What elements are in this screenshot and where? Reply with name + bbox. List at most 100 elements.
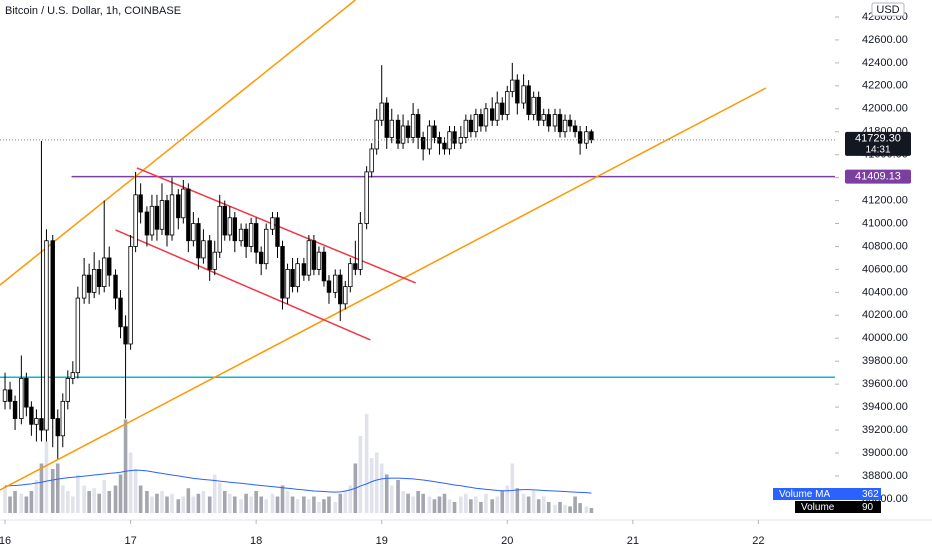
currency-box[interactable] bbox=[871, 2, 905, 17]
volume-bar bbox=[302, 496, 306, 513]
volume-bar bbox=[447, 499, 452, 513]
candle-body bbox=[427, 125, 432, 150]
volume-bar bbox=[107, 491, 112, 513]
volume-bar bbox=[338, 493, 343, 513]
candle-body bbox=[169, 194, 175, 236]
countdown: 14:31 bbox=[865, 144, 890, 155]
candle-body bbox=[107, 257, 112, 276]
volume-bar bbox=[227, 493, 232, 513]
candle-body bbox=[65, 378, 71, 402]
candle-body bbox=[290, 269, 295, 288]
volume-bar bbox=[510, 463, 515, 513]
currency: USD bbox=[876, 4, 899, 16]
volume-bar bbox=[186, 488, 191, 513]
volume-bar bbox=[60, 485, 65, 513]
y-tick-label: 40200.00 bbox=[862, 309, 908, 321]
volume-bar bbox=[155, 493, 159, 513]
volume-bar bbox=[3, 485, 7, 513]
candle-body bbox=[405, 125, 411, 138]
candle-body bbox=[557, 114, 563, 133]
volume-bar bbox=[348, 485, 353, 513]
candle-body bbox=[515, 79, 520, 104]
candle-body bbox=[159, 200, 165, 230]
volume-bar bbox=[280, 485, 285, 513]
candle-body bbox=[473, 114, 479, 133]
candle-body bbox=[55, 418, 60, 437]
candle-body bbox=[29, 406, 34, 425]
volume-bar bbox=[133, 469, 138, 513]
level-label-box bbox=[845, 169, 911, 184]
volume-bar bbox=[479, 502, 483, 513]
candle-body bbox=[149, 205, 155, 236]
candle-body bbox=[201, 240, 206, 259]
volume-bar bbox=[264, 499, 268, 513]
plot-area bbox=[0, 0, 835, 513]
volume-value: 90 bbox=[862, 502, 874, 513]
candle-body bbox=[410, 114, 416, 138]
y-tick-label: 39000.00 bbox=[862, 447, 908, 459]
volume-bar bbox=[396, 480, 400, 513]
candle-body bbox=[567, 119, 573, 127]
x-tick-label: 22 bbox=[752, 535, 764, 547]
volume-bar bbox=[150, 496, 154, 513]
candle-body bbox=[562, 119, 568, 133]
candle-body bbox=[483, 108, 489, 127]
volume-bar bbox=[526, 496, 531, 513]
candle-body bbox=[510, 79, 515, 92]
candle-body bbox=[338, 274, 343, 305]
candle-body bbox=[164, 200, 170, 236]
volume-bar bbox=[176, 499, 181, 513]
volume-bar bbox=[201, 491, 206, 513]
volume-bar bbox=[558, 502, 562, 513]
volume-bar bbox=[217, 482, 222, 513]
candle-body bbox=[7, 389, 13, 402]
volume-bar bbox=[416, 491, 420, 513]
candle-body bbox=[113, 274, 118, 299]
candle-body bbox=[343, 286, 348, 305]
volume-bar bbox=[8, 496, 12, 513]
candle-body bbox=[589, 131, 594, 141]
volume-bar bbox=[290, 496, 295, 513]
candle-body bbox=[144, 211, 150, 236]
volume-bar bbox=[118, 474, 123, 513]
candle-body bbox=[263, 228, 269, 265]
candle-body bbox=[333, 274, 338, 293]
volume-bar bbox=[379, 463, 384, 513]
y-tick-label: 39400.00 bbox=[862, 401, 908, 413]
y-tick-label: 39600.00 bbox=[862, 378, 908, 390]
volume-bar bbox=[34, 480, 39, 513]
volume-label-box bbox=[795, 501, 881, 513]
candle-body bbox=[374, 119, 379, 150]
candle-body bbox=[270, 217, 275, 230]
last-price-label: 41729.30 bbox=[855, 133, 901, 145]
y-tick-label: 41200.00 bbox=[862, 194, 908, 206]
candle-body bbox=[253, 223, 259, 253]
candle-body bbox=[243, 228, 249, 247]
candle-body bbox=[133, 194, 138, 247]
candle-body bbox=[577, 131, 583, 144]
volume-bar bbox=[474, 496, 478, 513]
y-tick-label: 40000.00 bbox=[862, 332, 908, 344]
candle-body bbox=[86, 274, 92, 293]
volume-bar bbox=[406, 493, 410, 513]
trendline bbox=[115, 229, 371, 341]
candle-body bbox=[584, 131, 589, 144]
volume-bar bbox=[97, 493, 101, 513]
volume-bar bbox=[546, 502, 551, 513]
candle-body bbox=[468, 119, 474, 133]
volume-bar bbox=[452, 502, 457, 513]
volume-bar bbox=[295, 499, 300, 513]
volume-bar bbox=[102, 480, 107, 513]
volume-bar bbox=[411, 496, 415, 513]
candle-body bbox=[348, 263, 353, 288]
volume-bar bbox=[469, 499, 473, 513]
y-tick-label: 38800.00 bbox=[862, 470, 908, 482]
candle-body bbox=[181, 188, 186, 219]
candle-body bbox=[60, 400, 65, 437]
candle-body bbox=[326, 280, 332, 293]
y-tick-label: 42400.00 bbox=[862, 57, 908, 69]
candle-body bbox=[138, 194, 143, 213]
volume-bar bbox=[327, 496, 331, 513]
candle-body bbox=[384, 102, 389, 138]
